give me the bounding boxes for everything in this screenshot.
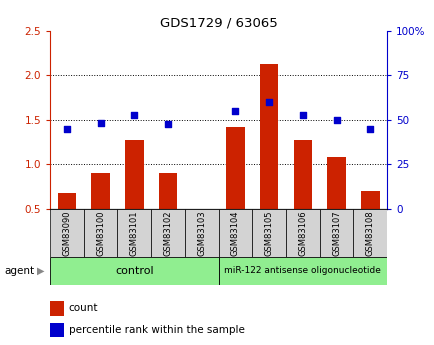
Bar bbox=[50, 323, 63, 337]
Text: GSM83108: GSM83108 bbox=[365, 210, 374, 256]
Point bbox=[131, 113, 138, 118]
Bar bbox=[57, 193, 76, 209]
Bar bbox=[84, 209, 117, 257]
Point bbox=[299, 113, 306, 118]
Text: control: control bbox=[115, 266, 153, 276]
Bar bbox=[218, 209, 252, 257]
Text: agent: agent bbox=[4, 266, 34, 276]
Text: percentile rank within the sample: percentile rank within the sample bbox=[69, 325, 244, 335]
Title: GDS1729 / 63065: GDS1729 / 63065 bbox=[159, 17, 277, 30]
Text: ▶: ▶ bbox=[37, 266, 44, 276]
Bar bbox=[91, 173, 110, 209]
Point bbox=[231, 108, 238, 114]
Bar bbox=[353, 209, 386, 257]
Bar bbox=[117, 209, 151, 257]
Bar bbox=[360, 191, 379, 209]
Bar bbox=[293, 140, 312, 209]
Bar bbox=[158, 173, 177, 209]
Bar bbox=[125, 140, 143, 209]
Bar bbox=[50, 301, 63, 315]
Bar bbox=[50, 257, 218, 285]
Bar bbox=[286, 209, 319, 257]
Bar bbox=[259, 64, 278, 209]
Bar bbox=[319, 209, 353, 257]
Point bbox=[164, 121, 171, 127]
Text: GSM83105: GSM83105 bbox=[264, 210, 273, 256]
Text: count: count bbox=[69, 303, 98, 313]
Text: GSM83102: GSM83102 bbox=[163, 210, 172, 256]
Bar bbox=[226, 127, 244, 209]
Point bbox=[63, 126, 70, 131]
Point bbox=[97, 120, 104, 125]
Bar bbox=[218, 257, 386, 285]
Point bbox=[366, 126, 373, 131]
Bar bbox=[151, 209, 184, 257]
Bar bbox=[326, 157, 345, 209]
Text: GSM83104: GSM83104 bbox=[230, 210, 240, 256]
Text: GSM83107: GSM83107 bbox=[331, 210, 340, 256]
Text: GSM83090: GSM83090 bbox=[62, 210, 71, 256]
Bar bbox=[252, 209, 286, 257]
Text: GSM83100: GSM83100 bbox=[96, 210, 105, 256]
Text: miR-122 antisense oligonucleotide: miR-122 antisense oligonucleotide bbox=[224, 266, 381, 275]
Point bbox=[265, 99, 272, 105]
Point bbox=[332, 117, 339, 122]
Bar bbox=[50, 209, 83, 257]
Bar bbox=[184, 209, 218, 257]
Text: GSM83106: GSM83106 bbox=[298, 210, 307, 256]
Text: GSM83103: GSM83103 bbox=[197, 210, 206, 256]
Text: GSM83101: GSM83101 bbox=[129, 210, 138, 256]
